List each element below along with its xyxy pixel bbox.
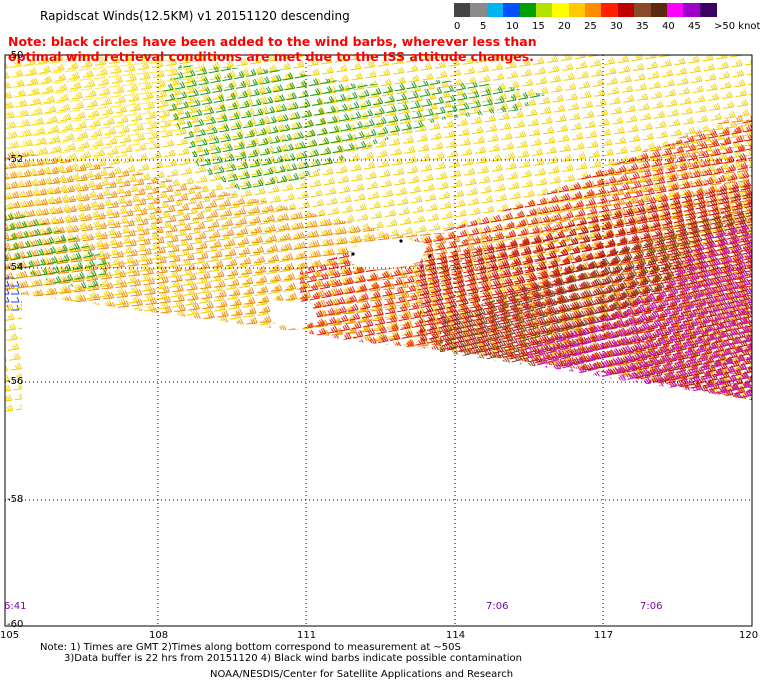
y-tick-label: -52 bbox=[7, 154, 24, 165]
y-tick-label: -60 bbox=[7, 619, 24, 630]
x-tick-label: 108 bbox=[149, 630, 169, 641]
color-scale-swatch bbox=[617, 3, 635, 17]
time-label: 6:41 bbox=[4, 601, 27, 612]
color-scale-swatch bbox=[568, 3, 586, 17]
color-scale-swatch bbox=[552, 3, 570, 17]
note-line-1: Note: black circles have been added to t… bbox=[8, 34, 537, 49]
footnote-line-1: Note: 1) Times are GMT 2)Times along bot… bbox=[40, 642, 461, 653]
color-scale-label: 10 bbox=[506, 21, 519, 32]
map-frame bbox=[4, 54, 753, 627]
wind-barbs-layer bbox=[5, 55, 752, 412]
color-scale-swatch bbox=[470, 3, 488, 17]
color-scale-swatch bbox=[519, 3, 537, 17]
swath-green-north bbox=[160, 65, 545, 190]
contamination-dot bbox=[428, 254, 432, 258]
time-label: 7:06 bbox=[640, 601, 663, 612]
data-gap-center bbox=[352, 238, 428, 270]
x-tick-label: 105 bbox=[0, 630, 20, 641]
color-scale-label: 15 bbox=[532, 21, 545, 32]
color-scale-label: 35 bbox=[636, 21, 649, 32]
color-scale-swatch bbox=[503, 3, 521, 17]
graticule bbox=[5, 55, 752, 626]
x-tick-label: 120 bbox=[739, 630, 759, 641]
color-scale-label: 20 bbox=[558, 21, 571, 32]
color-scale-label: 45 bbox=[688, 21, 701, 32]
x-tick-label: 114 bbox=[446, 630, 466, 641]
x-tick-label: 111 bbox=[297, 630, 317, 641]
y-tick-label: -54 bbox=[7, 262, 24, 273]
color-scale-swatch bbox=[634, 3, 652, 17]
y-tick-label: -56 bbox=[7, 376, 24, 387]
swath-green-west bbox=[5, 210, 110, 290]
footnote-line-2: 3)Data buffer is 22 hrs from 20151120 4)… bbox=[64, 653, 522, 664]
y-tick-label: -50 bbox=[7, 50, 24, 61]
color-scale-label: 5 bbox=[480, 21, 487, 32]
x-tick-label: 117 bbox=[594, 630, 614, 641]
y-tick-label: -58 bbox=[7, 494, 24, 505]
contamination-dot bbox=[399, 239, 403, 243]
color-scale-label: 25 bbox=[584, 21, 597, 32]
swath-magenta bbox=[520, 220, 752, 400]
color-scale-swatch bbox=[666, 3, 684, 17]
color-scale-label: >50 knots bbox=[714, 21, 760, 32]
color-scale-swatch bbox=[535, 3, 553, 17]
color-scale-swatch bbox=[585, 3, 602, 17]
contamination-dot bbox=[351, 252, 355, 256]
map-title: Rapidscat Winds(12.5KM) v1 20151120 desc… bbox=[40, 9, 350, 23]
color-scale-label: 40 bbox=[662, 21, 675, 32]
color-scale-swatch bbox=[650, 3, 668, 17]
color-scale-swatch bbox=[486, 3, 504, 17]
color-scale-swatch bbox=[683, 3, 701, 17]
color-scale-swatch bbox=[454, 3, 471, 17]
color-scale-swatch bbox=[601, 3, 619, 17]
time-label: 7:06 bbox=[486, 601, 509, 612]
note-line-2: optimal wind retrieval conditions are me… bbox=[8, 49, 534, 64]
color-scale-swatch bbox=[699, 3, 717, 17]
color-scale-label: 30 bbox=[610, 21, 623, 32]
credit-line: NOAA/NESDIS/Center for Satellite Applica… bbox=[210, 669, 514, 680]
swath-west-column bbox=[5, 300, 22, 412]
color-scale-label: 0 bbox=[454, 21, 461, 32]
